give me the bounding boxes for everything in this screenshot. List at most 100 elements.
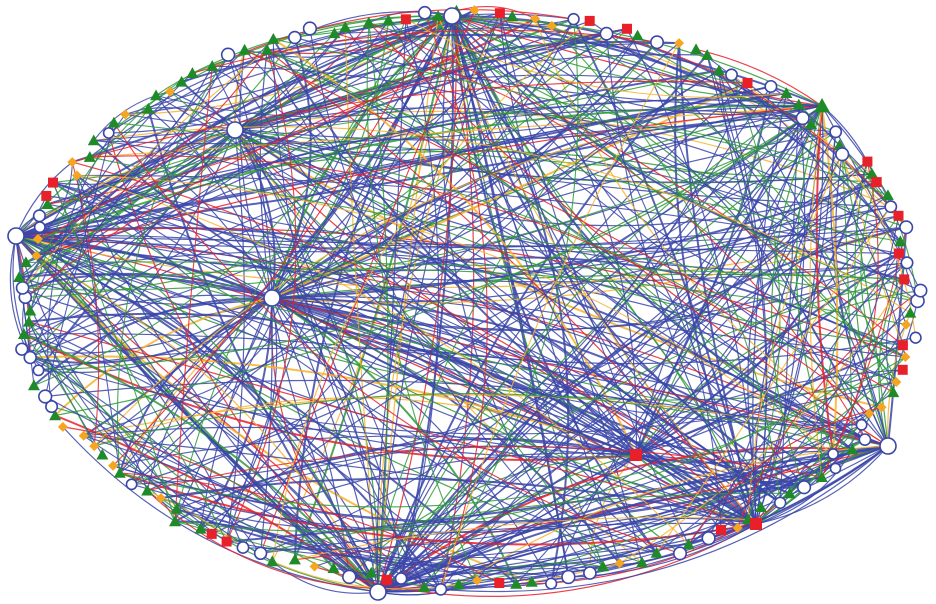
graph-edge (259, 49, 379, 593)
node-circle (253, 546, 268, 561)
graph-edge (515, 85, 772, 585)
graph-edge (747, 105, 824, 521)
node-diamond (32, 234, 43, 245)
node-circle (236, 541, 250, 554)
node-diamond (57, 421, 68, 432)
graph-edge (119, 10, 458, 474)
node-triangle (96, 448, 109, 460)
node-triangle (713, 64, 726, 76)
node-diamond (108, 460, 119, 471)
node-hub-right-center (630, 449, 642, 461)
graph-edge (35, 19, 390, 257)
node-diamond (89, 441, 100, 452)
node-diamond (472, 575, 483, 586)
graph-edge (211, 65, 442, 590)
graph-edge (266, 49, 757, 525)
node-circle (795, 111, 810, 126)
node-circle (32, 364, 45, 377)
graph-edge (440, 42, 680, 590)
graph-edge (22, 123, 812, 291)
graph-nodes (7, 4, 928, 601)
graph-edge (15, 103, 800, 237)
graph-edge (271, 12, 426, 299)
graph-edge (294, 36, 823, 107)
node-circle (417, 5, 432, 20)
graph-edge (234, 18, 575, 131)
graph-edge (771, 105, 823, 488)
graph-edge (266, 49, 762, 508)
graph-edge (211, 452, 637, 535)
node-triangle (87, 134, 100, 146)
graph-edge (368, 22, 904, 346)
node-triangle (27, 379, 40, 391)
node-circle (701, 531, 716, 546)
graph-edge (271, 560, 379, 594)
node-circle (858, 433, 872, 446)
graph-edge (22, 49, 268, 289)
graph-edge (635, 261, 908, 456)
node-circle (102, 127, 115, 139)
node-triangle (194, 522, 207, 534)
graph-edge (211, 65, 919, 302)
graph-edge (400, 85, 772, 580)
node-circle (583, 566, 597, 580)
node-triangle (49, 409, 62, 421)
graph-edge (18, 36, 296, 278)
graph-edge (531, 562, 621, 583)
graph-edge (687, 445, 889, 546)
node-diamond (31, 250, 42, 261)
node-triangle (865, 167, 878, 179)
graph-edge (271, 15, 453, 562)
node-triangle (13, 271, 26, 283)
node-circle (855, 418, 868, 431)
node-circle (394, 572, 408, 585)
node-triangle (328, 27, 341, 39)
graph-edge (405, 18, 787, 98)
node-triangle (894, 235, 907, 247)
graph-edge (211, 65, 637, 456)
node-triangle (83, 151, 96, 162)
node-diamond (732, 522, 743, 533)
node-triangle (887, 386, 900, 398)
node-triangle (19, 256, 32, 268)
node-triangle (288, 553, 301, 565)
node-triangle (238, 43, 251, 55)
node-triangle (266, 555, 279, 567)
node-circle (899, 220, 914, 235)
node-hub-bottom-right (750, 518, 762, 530)
graph-edge (29, 356, 442, 590)
node-square (893, 210, 904, 221)
graph-edge (118, 297, 273, 474)
graph-edge (370, 278, 905, 574)
node-circle (45, 400, 59, 414)
node-triangle (846, 443, 859, 455)
node-square (41, 190, 52, 201)
node-triangle (365, 566, 378, 578)
graph-edge (28, 321, 757, 525)
graph-edge (272, 38, 873, 175)
graph-edge (191, 29, 658, 74)
node-square (48, 177, 58, 188)
node-circle (561, 569, 576, 585)
node-square (871, 177, 882, 188)
node-triangle (881, 189, 894, 201)
graph-edge (15, 161, 73, 237)
node-circle (220, 47, 236, 62)
node-circle (545, 577, 558, 590)
node-circle (15, 281, 30, 295)
node-square (494, 8, 505, 19)
graph-edge (52, 70, 720, 184)
node-square (221, 536, 232, 547)
graph-edge (76, 174, 379, 593)
node-hub-bottom-center (369, 583, 387, 601)
graph-edge (76, 174, 121, 474)
graph-edge (451, 15, 823, 107)
node-triangle (186, 67, 199, 78)
graph-edge (473, 9, 906, 358)
graph-edge (25, 261, 905, 280)
graph-edge (619, 278, 905, 564)
node-square (742, 78, 753, 88)
graph-edge (76, 174, 900, 255)
node-triangle (22, 315, 35, 327)
graph-edge (294, 516, 749, 561)
